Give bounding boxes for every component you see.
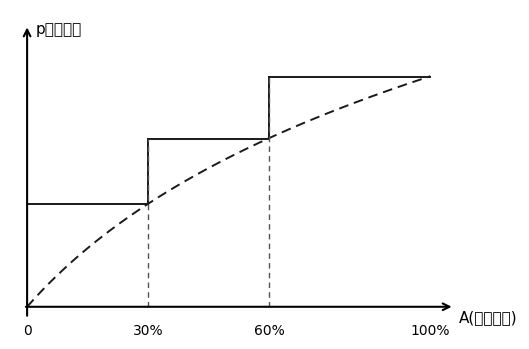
Text: 100%: 100% (411, 325, 450, 339)
Text: 0: 0 (23, 325, 32, 339)
Text: p（功率）: p（功率） (35, 22, 81, 37)
Text: A(踏板深度): A(踏板深度) (459, 310, 517, 325)
Text: 60%: 60% (253, 325, 285, 339)
Text: 30%: 30% (133, 325, 163, 339)
